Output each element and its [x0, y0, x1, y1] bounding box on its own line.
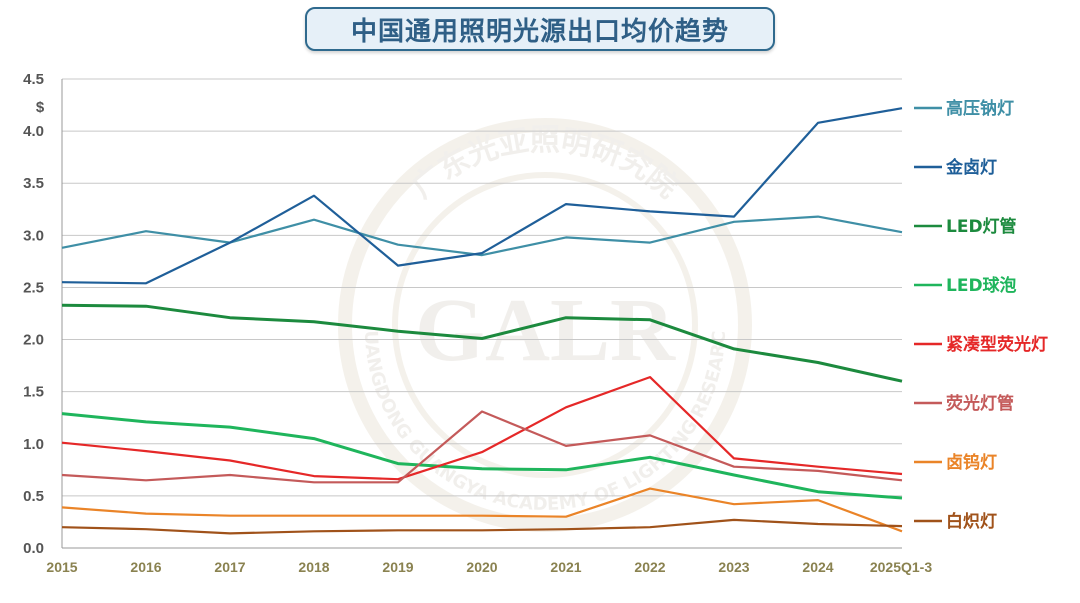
x-tick-label: 2018	[298, 559, 329, 575]
legend-label-5: 荧光灯管	[946, 393, 1014, 414]
y-axis-label: $	[36, 99, 45, 116]
x-axis-ticks: 2015 2016 2017 2018 2019 2020 2021 2022 2023 2024…	[46, 559, 932, 575]
y-axis-ticks: 0.0 0.5 1.0 1.5 2.0 2.5 3.0 3.5 4.0 4.5	[23, 71, 44, 557]
x-tick-label: 2025Q1-3	[870, 559, 932, 575]
legend-label-1: 金卤灯	[945, 157, 997, 178]
y-tick-label: 0.0	[23, 540, 44, 557]
y-tick-label: 1.5	[23, 384, 44, 401]
y-tick-label: 2.0	[23, 332, 44, 349]
legend-label-3: LED球泡	[946, 275, 1017, 296]
legend-label-0: 高压钠灯	[946, 98, 1014, 119]
y-gridlines	[62, 78, 902, 497]
y-tick-label: 3.0	[23, 227, 44, 244]
y-tick-label: 2.5	[23, 279, 44, 296]
x-tick-label: 2016	[130, 559, 161, 575]
legend-label-7: 白炽灯	[946, 511, 997, 532]
series-lines	[61, 107, 903, 535]
y-tick-label: 4.5	[23, 71, 44, 88]
series-line-1	[61, 107, 903, 285]
series-line-7	[61, 518, 903, 535]
series-line-6	[61, 487, 903, 533]
y-tick-label: 4.0	[23, 123, 44, 140]
x-tick-label: 2022	[634, 559, 665, 575]
series-line-3	[61, 412, 903, 500]
series-line-5	[61, 410, 903, 484]
x-tick-label: 2021	[550, 559, 581, 575]
chart-title-box: 中国通用照明光源出口均价趋势	[305, 7, 775, 51]
x-tick-label: 2023	[718, 559, 749, 575]
y-tick-label: 1.0	[23, 436, 44, 453]
y-tick-label: 0.5	[23, 488, 44, 505]
x-tick-label: 2015	[46, 559, 77, 575]
series-line-4	[61, 376, 903, 481]
watermark-ring-text-en: GUANGDONG GUANGYA ACADEMY OF LIGHTING RE…	[0, 0, 730, 515]
legend-label-2: LED灯管	[946, 216, 1017, 237]
x-tick-label: 2019	[382, 559, 413, 575]
x-tick-label: 2024	[802, 559, 833, 575]
watermark-logo: GALR	[415, 281, 676, 380]
series-line-2	[61, 303, 903, 383]
axes	[61, 79, 902, 549]
legend-label-4: 紧凑型荧光灯	[946, 334, 1048, 355]
y-tick-label: 3.5	[23, 175, 44, 192]
watermark-ring-text-cn: 广东光亚照明研究院	[405, 123, 684, 205]
series-line-0	[61, 215, 903, 257]
x-tick-label: 2017	[214, 559, 245, 575]
legend-label-6: 卤钨灯	[946, 452, 997, 473]
watermark-inner-ring	[392, 172, 698, 478]
x-tick-label: 2020	[466, 559, 497, 575]
chart-title: 中国通用照明光源出口均价趋势	[350, 16, 729, 47]
